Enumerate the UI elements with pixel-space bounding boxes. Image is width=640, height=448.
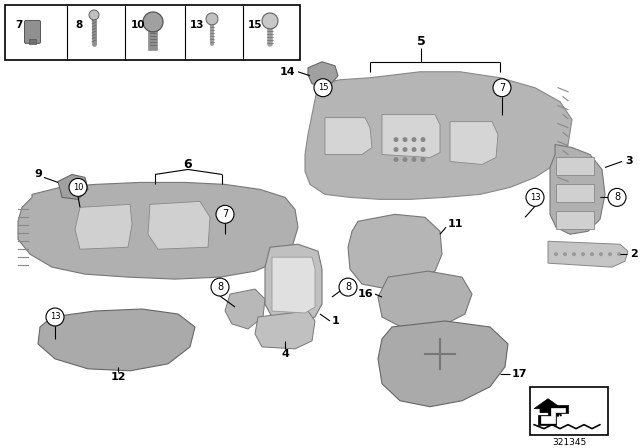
Bar [5, 5, 300, 60]
Circle shape [599, 252, 603, 256]
Polygon shape [18, 182, 298, 279]
Text: 7: 7 [222, 209, 228, 220]
Circle shape [412, 137, 417, 142]
Text: 9: 9 [34, 169, 42, 180]
Bar [556, 185, 594, 202]
Circle shape [581, 252, 585, 256]
Circle shape [572, 252, 576, 256]
Text: 321345: 321345 [552, 438, 586, 447]
Circle shape [608, 189, 626, 207]
Polygon shape [378, 271, 472, 329]
Circle shape [554, 252, 558, 256]
Circle shape [216, 205, 234, 223]
Polygon shape [272, 257, 315, 313]
Text: 4: 4 [281, 349, 289, 359]
Circle shape [617, 252, 621, 256]
Circle shape [394, 157, 399, 162]
Circle shape [211, 278, 229, 296]
Bar [29, 39, 36, 44]
Circle shape [339, 278, 357, 296]
Polygon shape [378, 321, 508, 407]
Text: 8: 8 [217, 282, 223, 292]
Polygon shape [550, 145, 605, 234]
Polygon shape [148, 201, 210, 249]
Circle shape [420, 147, 426, 152]
Circle shape [412, 157, 417, 162]
Text: 16: 16 [357, 289, 373, 299]
Text: 2: 2 [630, 249, 637, 259]
Polygon shape [382, 115, 440, 158]
Circle shape [69, 178, 87, 196]
Circle shape [403, 147, 408, 152]
Polygon shape [225, 289, 265, 329]
Polygon shape [534, 399, 562, 413]
Circle shape [206, 13, 218, 25]
Polygon shape [305, 72, 572, 199]
Circle shape [314, 79, 332, 97]
Polygon shape [548, 241, 628, 267]
Polygon shape [308, 62, 338, 88]
Text: 13: 13 [530, 193, 540, 202]
Text: 12: 12 [110, 372, 125, 382]
Polygon shape [538, 405, 568, 425]
Polygon shape [255, 311, 315, 349]
Text: 7: 7 [15, 20, 22, 30]
Text: 8: 8 [345, 282, 351, 292]
Bar [556, 158, 594, 176]
Circle shape [403, 137, 408, 142]
Text: 8: 8 [76, 20, 83, 30]
Circle shape [394, 147, 399, 152]
Text: 14: 14 [280, 67, 295, 77]
Text: 11: 11 [448, 219, 463, 229]
Text: 8: 8 [614, 192, 620, 202]
Text: 6: 6 [184, 158, 192, 171]
Polygon shape [265, 244, 322, 321]
Circle shape [563, 252, 567, 256]
Circle shape [420, 157, 426, 162]
Circle shape [412, 147, 417, 152]
Polygon shape [541, 408, 565, 422]
Polygon shape [325, 118, 372, 155]
Circle shape [403, 157, 408, 162]
Text: 7: 7 [499, 83, 505, 93]
Bar [556, 211, 594, 229]
Polygon shape [38, 309, 195, 371]
Circle shape [262, 13, 278, 29]
Circle shape [89, 10, 99, 20]
Circle shape [526, 189, 544, 207]
Text: 5: 5 [417, 35, 426, 48]
Polygon shape [58, 174, 88, 199]
Text: 13: 13 [189, 20, 204, 30]
Bar [530, 387, 608, 435]
Polygon shape [450, 121, 498, 164]
Text: 15: 15 [317, 83, 328, 92]
FancyBboxPatch shape [24, 21, 40, 43]
Text: 1: 1 [332, 316, 340, 326]
Text: 13: 13 [50, 313, 60, 322]
Circle shape [420, 137, 426, 142]
Text: 10: 10 [131, 20, 145, 30]
Text: 3: 3 [625, 156, 632, 167]
Circle shape [493, 79, 511, 97]
Text: 10: 10 [73, 183, 83, 192]
Circle shape [394, 137, 399, 142]
Text: 17: 17 [512, 369, 527, 379]
Polygon shape [348, 214, 442, 289]
Polygon shape [75, 204, 132, 249]
Circle shape [590, 252, 594, 256]
Circle shape [143, 12, 163, 32]
Text: 15: 15 [248, 20, 262, 30]
Circle shape [46, 308, 64, 326]
Circle shape [608, 252, 612, 256]
